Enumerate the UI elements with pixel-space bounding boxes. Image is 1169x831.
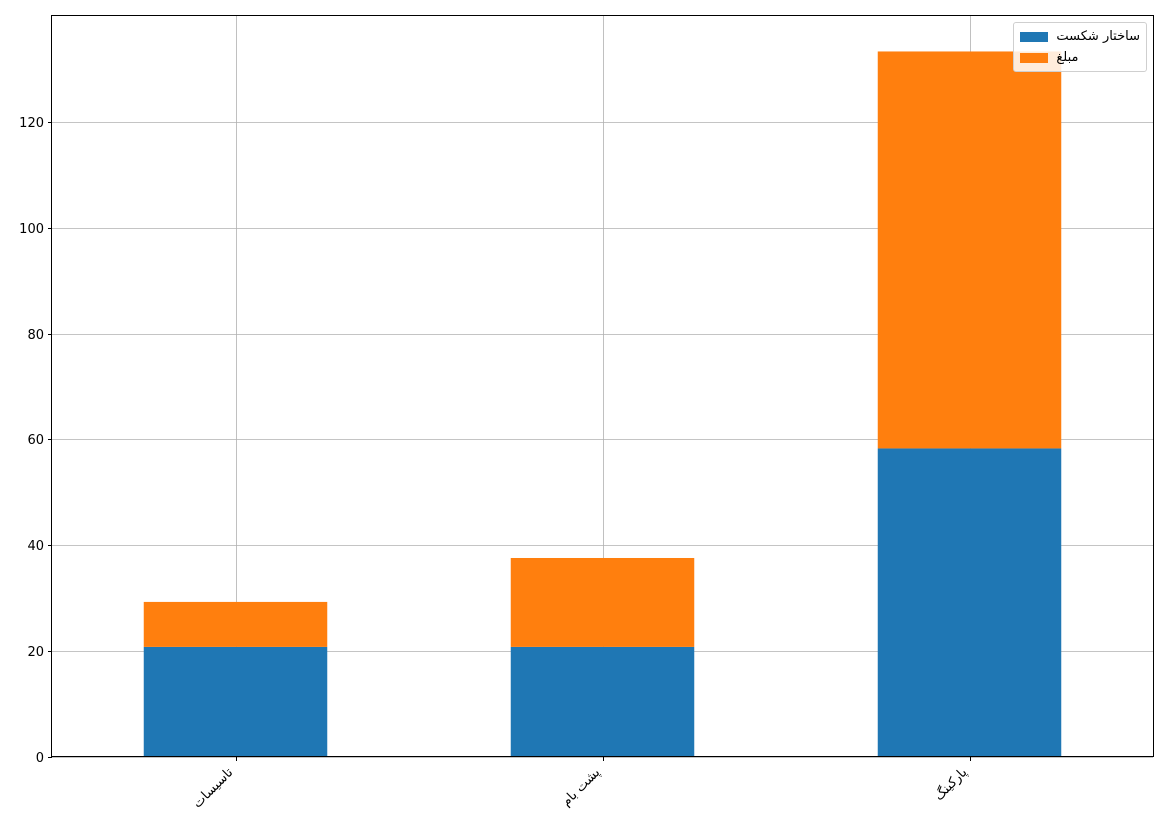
bar-series-2-1 — [143, 601, 328, 647]
bar-series-1-3 — [877, 448, 1062, 757]
legend: ساختار شکست مبلغ — [1013, 22, 1147, 72]
legend-entry-series-1: ساختار شکست — [1020, 26, 1140, 47]
bar-series-2-2 — [510, 557, 695, 647]
y-tick-label: 120 — [19, 116, 44, 131]
legend-label-series-2: مبلغ — [1056, 50, 1079, 65]
bar-series-2-3 — [877, 51, 1062, 449]
legend-entry-series-2: مبلغ — [1020, 47, 1140, 68]
legend-swatch-series-1 — [1020, 31, 1049, 42]
bar-series-1-1 — [143, 646, 328, 757]
x-tick-label: تاسیسات — [190, 765, 236, 811]
plot-frame — [51, 15, 1154, 757]
y-tick-label: 40 — [27, 539, 44, 554]
bars — [143, 51, 1062, 757]
y-axis: 0 20 40 60 80 100 120 — [19, 116, 52, 766]
y-tick-label: 0 — [36, 751, 44, 766]
x-tick-label: پشت بام — [559, 765, 604, 810]
legend-swatch-series-2 — [1020, 52, 1049, 63]
x-axis: تاسیسات پشت بام پارکینگ — [190, 757, 971, 811]
y-tick-label: 100 — [19, 222, 44, 237]
legend-label-series-1: ساختار شکست — [1056, 29, 1140, 44]
x-tick-label: پارکینگ — [931, 764, 971, 804]
y-tick-label: 20 — [27, 645, 44, 660]
y-tick-label: 60 — [27, 433, 44, 448]
y-tick-label: 80 — [27, 328, 44, 343]
bar-series-1-2 — [510, 646, 695, 757]
